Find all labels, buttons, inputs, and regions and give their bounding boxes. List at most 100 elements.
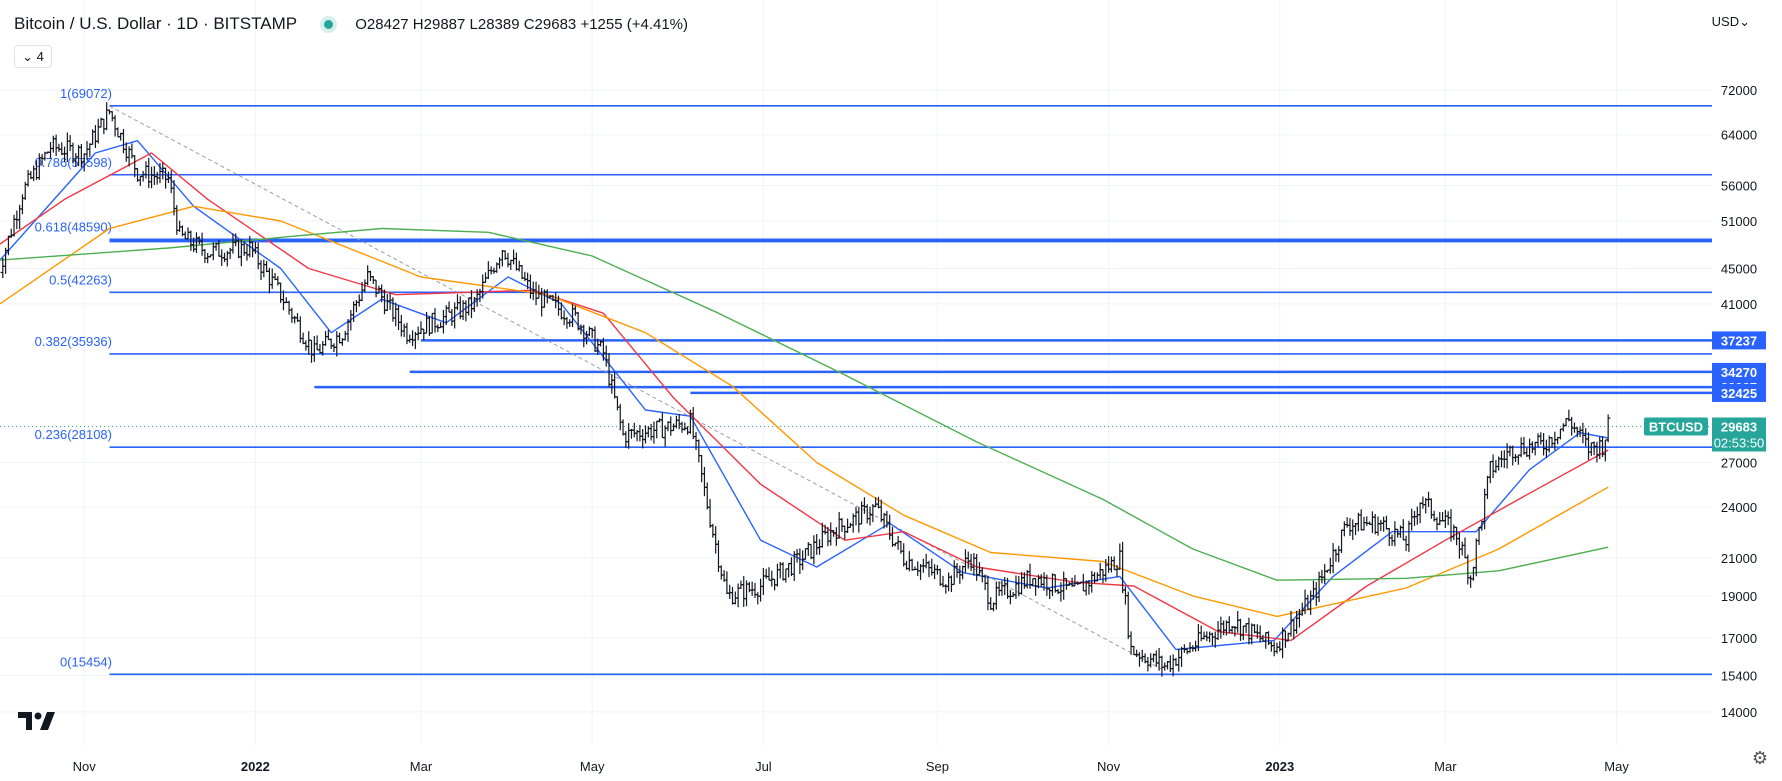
fib-level-label: 1(69072): [60, 86, 112, 101]
ohlc-bar: [839, 517, 845, 532]
ohlc-bar: [842, 525, 847, 540]
ohlc-bar: [1013, 575, 1019, 599]
ohlc-bar: [1050, 573, 1055, 597]
ohlc-bar: [270, 268, 275, 289]
moving-average-line: [0, 227, 1609, 581]
y-tick-label: 51000: [1721, 214, 1757, 229]
ohlc-bar: [612, 371, 617, 399]
ohlc-bar: [281, 290, 286, 311]
horizontal-levels: [109, 239, 1712, 395]
ohlc-bar: [735, 583, 741, 608]
ohlc-bar: [477, 288, 483, 303]
ohlc-bar: [660, 412, 665, 439]
ohlc-bar: [337, 332, 342, 344]
ohlc-bar: [143, 161, 149, 179]
ohlc-bar: [1415, 506, 1420, 525]
ohlc-bar: [511, 249, 516, 265]
ohlc-bar: [699, 455, 704, 483]
ohlc-bar: [761, 567, 766, 595]
ohlc-bar: [626, 423, 631, 449]
ohlc-bar: [418, 321, 424, 335]
ohlc-bar: [696, 439, 702, 463]
ohlc-bar: [1134, 649, 1139, 658]
ohlc-bar: [1347, 518, 1353, 536]
ohlc-bar: [387, 292, 393, 310]
ohlc-bar: [1243, 623, 1249, 634]
ohlc-bar: [1563, 418, 1569, 427]
tradingview-logo-icon[interactable]: [18, 712, 56, 730]
currency-selector[interactable]: USD⌄: [1712, 14, 1750, 30]
ohlc-bar: [160, 162, 165, 180]
chevron-down-icon: ⌄: [1739, 14, 1750, 29]
ohlc-bar: [1210, 632, 1215, 646]
ohlc-bar: [1532, 441, 1538, 456]
ohlc-bar: [230, 233, 236, 254]
ohlc-bar: [1538, 432, 1543, 445]
ohlc-bar: [1100, 568, 1106, 584]
ohlc-bar: [1392, 521, 1398, 547]
ohlc-bar: [1364, 516, 1369, 526]
ohlc-bar: [1257, 625, 1263, 643]
ohlc-bar: [317, 344, 323, 354]
x-tick-label: 2022: [241, 759, 270, 774]
ohlc-bar: [623, 431, 629, 448]
ohlc-bar: [702, 466, 707, 497]
moving-average-line: [0, 152, 1609, 642]
ohlc-bar: [1361, 516, 1367, 531]
ohlc-bar: [59, 142, 64, 156]
symbol-header: Bitcoin / U.S. Dollar · 1D · BITSTAMP O2…: [14, 14, 688, 34]
ohlc-bar: [1465, 554, 1471, 585]
ohlc-bar: [1269, 641, 1274, 652]
last-price-badge: [1712, 417, 1766, 452]
ohlc-bar: [1025, 569, 1030, 589]
ohlc-bar: [1235, 610, 1240, 633]
ohlc-bar: [1594, 441, 1600, 463]
indicator-count: 4: [36, 49, 44, 64]
ohlc-bar: [1605, 414, 1611, 443]
ohlc-bar: [1145, 656, 1151, 672]
ohlc-bar: [435, 324, 441, 333]
ohlc-bar: [1159, 655, 1165, 677]
ohlc-bar: [567, 319, 572, 327]
ohlc-bar: [93, 125, 98, 148]
ohlc-bar: [786, 562, 791, 578]
ohlc-bar: [1516, 454, 1521, 465]
ohlc-bar: [1437, 512, 1442, 526]
ohlc-bar: [1373, 513, 1378, 535]
ohlc-bar: [1204, 631, 1210, 642]
y-tick-label: 45000: [1721, 261, 1757, 276]
ohlc-bar: [1350, 519, 1355, 540]
ohlc-bar: [643, 425, 648, 444]
ohlc-bar: [895, 535, 901, 550]
ohlc-bar: [685, 426, 690, 435]
gear-icon[interactable]: ⚙: [1751, 748, 1768, 768]
ohlc-bar: [968, 553, 974, 572]
ohlc-bar: [1227, 616, 1232, 634]
ohlc-bar: [952, 560, 957, 586]
ohlc-bar: [977, 562, 982, 576]
ohlc-bar: [988, 597, 993, 610]
ohlc-bar: [303, 340, 309, 351]
ohlc-bar: [1358, 509, 1364, 531]
ohlc-bar: [926, 560, 932, 578]
ohlc-bar: [1521, 436, 1527, 455]
ohlc-bar: [1440, 511, 1445, 522]
trend-line: [0, 105, 1712, 672]
ohlc-bar: [267, 267, 272, 294]
ohlc-bar: [1168, 655, 1173, 672]
ohlc-bar: [256, 242, 261, 270]
ohlc-bar: [56, 143, 62, 152]
ohlc-bar: [589, 327, 595, 339]
ohlc-bar: [679, 421, 685, 433]
fib-level-label: 0.382(35936): [35, 334, 112, 349]
indicators-toggle-button[interactable]: ⌄ 4: [14, 45, 52, 68]
fib-level-label: 0.5(42263): [49, 272, 112, 287]
ohlc-bar: [763, 568, 769, 579]
ohlc-bar: [309, 339, 314, 363]
y-tick-label: 21000: [1721, 551, 1757, 566]
ohlc-readout: O28427 H29887 L28389 C29683 +1255 (+4.41…: [355, 16, 689, 33]
symbol-title[interactable]: Bitcoin / U.S. Dollar · 1D · BITSTAMP: [14, 14, 297, 33]
chevron-down-icon: ⌄: [22, 49, 34, 64]
ohlc-bar: [421, 328, 426, 341]
